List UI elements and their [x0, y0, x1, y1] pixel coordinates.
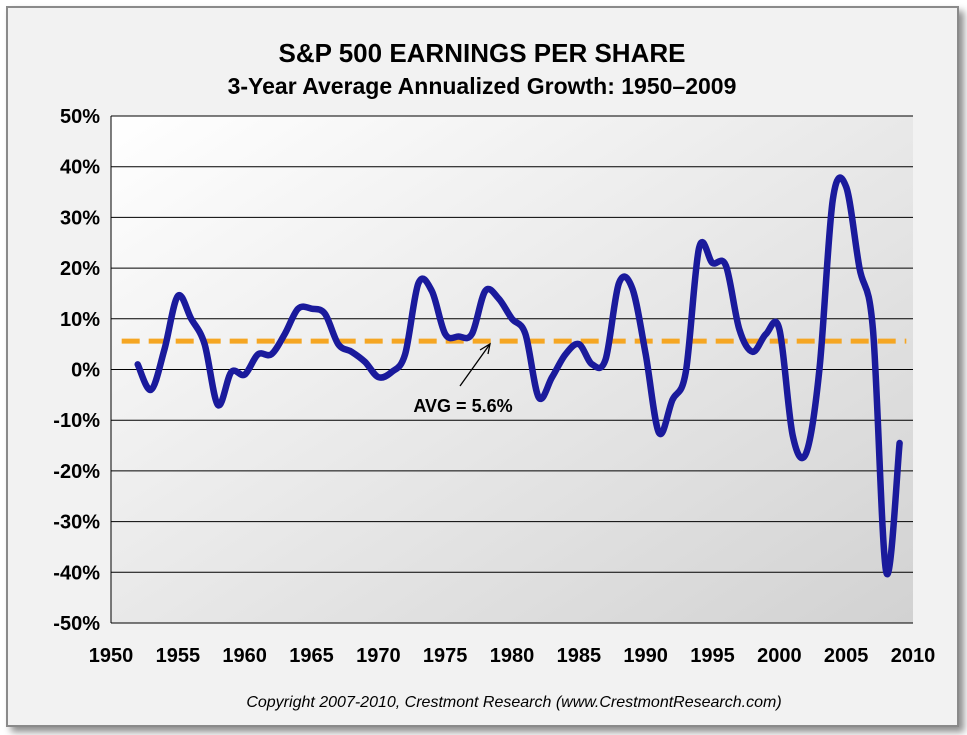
data-point-1955 [175, 293, 181, 299]
y-tick-label: 10% [60, 309, 100, 331]
data-point-1972 [402, 351, 408, 357]
y-tick-label: 50% [60, 106, 100, 128]
y-tick-label: 0% [71, 360, 100, 382]
x-tick-label: 1990 [623, 645, 668, 667]
avg-annotation-arrowhead [479, 342, 491, 355]
data-point-1999 [763, 331, 769, 337]
x-tick-label: 1975 [423, 645, 468, 667]
x-tick-label: 1970 [356, 645, 401, 667]
data-point-1989 [629, 285, 635, 291]
x-tick-label: 2000 [757, 645, 802, 667]
data-point-2002 [803, 450, 809, 456]
x-tick-label: 1965 [289, 645, 334, 667]
data-point-2006 [857, 265, 863, 271]
data-point-2009 [897, 440, 903, 446]
data-point-1964 [295, 306, 301, 312]
data-point-1952 [135, 361, 141, 367]
x-tick-label: 1995 [690, 645, 735, 667]
data-point-2003 [816, 367, 822, 373]
data-point-1993 [683, 369, 689, 375]
data-point-1984 [563, 351, 569, 357]
data-point-1961 [255, 351, 261, 357]
data-point-1987 [603, 356, 609, 362]
data-point-2000 [776, 326, 782, 332]
x-tick-label: 2010 [891, 645, 936, 667]
data-point-1978 [482, 288, 488, 294]
data-point-1960 [242, 372, 248, 378]
y-tick-label: -50% [53, 613, 100, 635]
data-point-1971 [389, 369, 395, 375]
avg-annotation-arrow [459, 343, 491, 387]
y-tick-label: 20% [60, 258, 100, 280]
x-tick-label: 1960 [222, 645, 267, 667]
data-point-1998 [750, 349, 756, 355]
x-tick-label: 1985 [557, 645, 602, 667]
data-point-1953 [148, 387, 154, 393]
data-point-2001 [790, 432, 796, 438]
y-tick-label: -20% [53, 461, 100, 483]
y-tick-label: 30% [60, 207, 100, 229]
chart-title: S&P 500 EARNINGS PER SHARE [279, 38, 686, 68]
data-point-1981 [522, 331, 528, 337]
data-point-2004 [830, 197, 836, 203]
data-point-1982 [536, 394, 542, 400]
x-tick-label: 1980 [490, 645, 535, 667]
copyright-text: Copyright 2007-2010, Crestmont Research … [246, 694, 781, 711]
data-point-1958 [215, 402, 221, 408]
data-point-1976 [456, 334, 462, 340]
data-point-2007 [870, 326, 876, 332]
data-point-1963 [282, 331, 288, 337]
data-point-1983 [549, 374, 555, 380]
data-point-1974 [429, 288, 435, 294]
y-axis-tick-labels: 50% 40% 30% 20% 10% 0% -10% -20% -30% -40% -50% [53, 106, 100, 635]
eps-growth-series-line [134, 174, 903, 578]
data-point-1957 [202, 341, 208, 347]
data-point-1954 [162, 346, 168, 352]
chart: S&P 500 EARNINGS PER SHARE 3-Year Averag… [53, 38, 936, 711]
x-tick-label: 2005 [824, 645, 869, 667]
data-point-1967 [335, 341, 341, 347]
chart-subtitle: 3-Year Average Annualized Growth: 1950–2… [228, 73, 737, 99]
data-point-1994 [696, 245, 702, 251]
data-point-1996 [723, 263, 729, 269]
data-point-1988 [616, 280, 622, 286]
data-point-1970 [375, 374, 381, 380]
data-point-1979 [496, 296, 502, 302]
data-point-1977 [469, 331, 475, 337]
data-point-1980 [509, 316, 515, 322]
chart-frame: S&P 500 EARNINGS PER SHARE 3-Year Averag… [6, 6, 959, 727]
data-point-1985 [576, 341, 582, 347]
data-point-1956 [188, 316, 194, 322]
data-point-1962 [268, 351, 274, 357]
y-tick-label: 40% [60, 157, 100, 179]
x-tick-label: 1950 [89, 645, 134, 667]
data-point-1959 [228, 369, 234, 375]
y-tick-label: -30% [53, 512, 100, 534]
x-tick-label: 1955 [156, 645, 201, 667]
gridlines [110, 115, 913, 624]
data-point-1995 [710, 260, 716, 266]
data-point-1969 [362, 359, 368, 365]
data-point-2008 [883, 569, 889, 575]
y-tick-label: -10% [53, 410, 100, 432]
data-point-1991 [656, 430, 662, 436]
data-point-1990 [643, 351, 649, 357]
data-point-2005 [843, 184, 849, 190]
avg-annotation-label: AVG = 5.6% [413, 396, 512, 416]
data-point-1992 [669, 397, 675, 403]
data-point-1986 [589, 361, 595, 367]
data-point-1966 [322, 311, 328, 317]
y-tick-label: -40% [53, 562, 100, 584]
data-point-1975 [442, 331, 448, 337]
data-point-1997 [736, 326, 742, 332]
data-point-1965 [309, 306, 315, 312]
data-point-1968 [349, 349, 355, 355]
data-point-1973 [415, 280, 421, 286]
x-axis-tick-labels: 1950 1955 1960 1965 1970 1975 1980 1985 1990 1995… [89, 645, 936, 667]
